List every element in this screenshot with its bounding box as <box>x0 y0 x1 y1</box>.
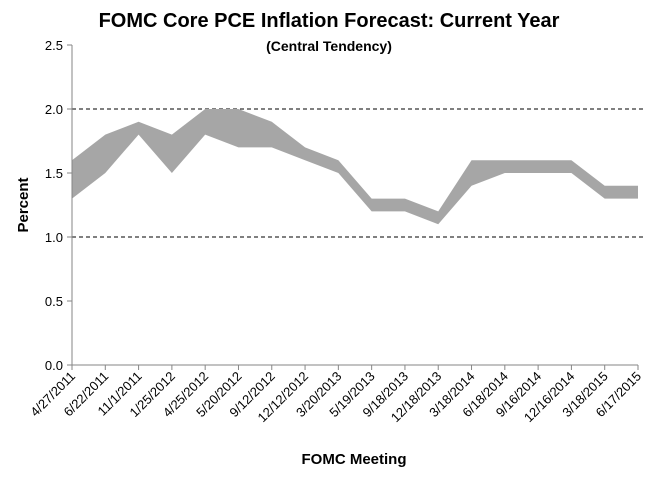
reference-lines-group <box>72 108 644 238</box>
y-axis-label: Percent <box>15 177 32 232</box>
central-tendency-band <box>72 109 638 225</box>
x-axis-label: FOMC Meeting <box>302 451 407 468</box>
axes-group <box>67 44 639 370</box>
y-tick-label: 0.5 <box>45 294 63 309</box>
band-group <box>72 109 638 225</box>
y-tick-labels: 0.0 0.5 1.0 1.5 2.0 2.5 <box>45 38 63 373</box>
y-tick-label: 2.0 <box>45 102 63 117</box>
y-tick-label: 1.5 <box>45 166 63 181</box>
y-tick-label: 2.5 <box>45 38 63 53</box>
y-tick-label: 1.0 <box>45 230 63 245</box>
y-tick-label: 0.0 <box>45 358 63 373</box>
chart-subtitle: (Central Tendency) <box>266 38 392 54</box>
x-tick-labels: 4/27/20116/22/201111/1/20111/25/20124/25… <box>27 369 644 426</box>
chart-title: FOMC Core PCE Inflation Forecast: Curren… <box>99 10 560 32</box>
